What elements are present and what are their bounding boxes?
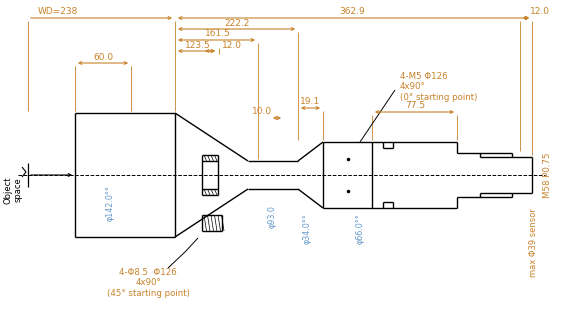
Text: 10.0: 10.0 <box>252 108 272 116</box>
Text: M58 P0.75: M58 P0.75 <box>544 152 553 198</box>
Text: 60.0: 60.0 <box>93 53 113 62</box>
Text: 12.0: 12.0 <box>222 40 242 49</box>
Text: 161.5: 161.5 <box>205 30 231 38</box>
Text: φ93.0: φ93.0 <box>267 206 276 228</box>
Text: 222.2: 222.2 <box>224 18 250 28</box>
Text: φ142.0°°: φ142.0°° <box>105 185 114 221</box>
Text: 4-M5 Φ126
4x90°
(0° starting point): 4-M5 Φ126 4x90° (0° starting point) <box>400 72 477 102</box>
Text: φ66.0°°: φ66.0°° <box>355 214 364 244</box>
Text: 12.0: 12.0 <box>530 8 550 16</box>
Text: Object
space: Object space <box>3 176 23 204</box>
Text: 19.1: 19.1 <box>300 97 320 107</box>
Text: φ34.0°°: φ34.0°° <box>302 214 311 244</box>
Text: WD=238: WD=238 <box>38 8 78 16</box>
Text: max Φ39 sensor: max Φ39 sensor <box>528 209 537 277</box>
Text: 362.9: 362.9 <box>339 8 365 16</box>
Text: 123.5: 123.5 <box>185 40 211 49</box>
Text: 77.5: 77.5 <box>405 102 425 111</box>
Text: 4-Φ8.5  Φ126
4x90°
(45° starting point): 4-Φ8.5 Φ126 4x90° (45° starting point) <box>107 268 190 298</box>
